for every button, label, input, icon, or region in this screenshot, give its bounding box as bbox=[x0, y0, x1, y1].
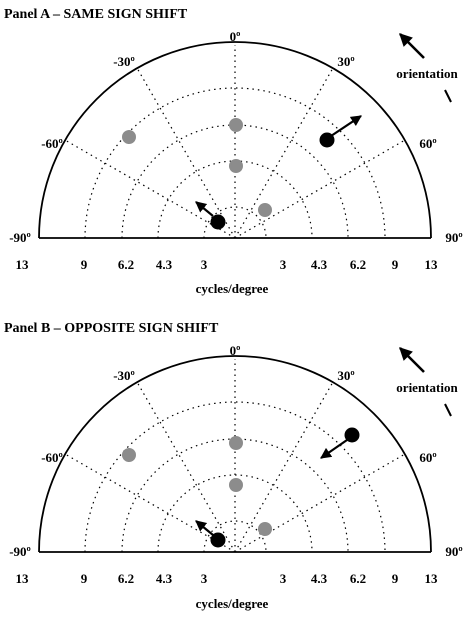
panel-b-sf-tick: 4.3 bbox=[156, 571, 173, 586]
panel-a-outer-arc bbox=[38, 41, 432, 239]
panel-a-xlabel: cycles/degree bbox=[196, 281, 269, 296]
panel-b: Panel B – OPPOSITE SIGN SHIFT 0º -30º 30… bbox=[4, 321, 463, 611]
panel-b-sf-tick: 6.2 bbox=[118, 571, 134, 586]
panel-a-angle-neg60: -60º bbox=[41, 136, 63, 151]
panel-b-sf-tick: 3 bbox=[280, 571, 287, 586]
panel-b-orientation-label: orientation bbox=[396, 380, 458, 395]
panel-b-gray-point bbox=[258, 522, 272, 536]
panel-a-angle-0: 0º bbox=[230, 29, 241, 44]
panel-b-gray-point bbox=[122, 448, 136, 462]
panel-b-sf-tick: 4.3 bbox=[311, 571, 328, 586]
panel-b-angle-0: 0º bbox=[230, 343, 241, 358]
panel-a-sf-tick: 13 bbox=[16, 257, 30, 272]
panel-a-angle-60: 60º bbox=[419, 136, 436, 151]
panel-a-sf-tick: 6.2 bbox=[118, 257, 134, 272]
panel-a-black-point bbox=[319, 132, 335, 148]
panel-b-grid-spokes bbox=[64, 359, 406, 553]
panel-b-gray-point bbox=[229, 478, 243, 492]
panel-a-sf-tick: 3 bbox=[280, 257, 287, 272]
panel-a-sf-tick: 4.3 bbox=[156, 257, 173, 272]
panel-a-sf-tick: 9 bbox=[81, 257, 88, 272]
panel-b-sf-tick: 3 bbox=[201, 571, 208, 586]
panel-a-gray-point bbox=[229, 159, 243, 173]
panel-a-angle-30: 30º bbox=[337, 54, 354, 69]
panel-b-sf-tick: 9 bbox=[392, 571, 399, 586]
panel-b-angle-neg60: -60º bbox=[41, 450, 63, 465]
panel-a-orientation-label: orientation bbox=[396, 66, 458, 81]
panel-b-angle-90: 90º bbox=[445, 544, 462, 559]
panel-b-sf-ticks: 13 9 6.2 4.3 3 3 4.3 6.2 9 13 bbox=[16, 571, 439, 586]
panel-b-black-point bbox=[344, 427, 360, 443]
panel-b-title: Panel B – OPPOSITE SIGN SHIFT bbox=[4, 321, 219, 336]
panel-a-angle-90: 90º bbox=[445, 230, 462, 245]
panel-b-angle-60: 60º bbox=[419, 450, 436, 465]
panel-b-sf-tick: 13 bbox=[425, 571, 439, 586]
panel-a-gray-point bbox=[229, 118, 243, 132]
panel-b-black-point bbox=[210, 532, 226, 548]
panel-b-angle-30: 30º bbox=[337, 368, 354, 383]
panel-a-grid-spokes bbox=[64, 45, 406, 239]
panel-b-orientation-tick bbox=[444, 403, 452, 417]
panel-b-orientation-arrow bbox=[399, 347, 425, 373]
panel-a-shift-arrow bbox=[330, 115, 362, 137]
panel-a-sf-tick: 6.2 bbox=[350, 257, 366, 272]
panel-a-gray-point bbox=[122, 130, 136, 144]
panel-b-sf-tick: 9 bbox=[81, 571, 88, 586]
panel-b-sf-tick: 6.2 bbox=[350, 571, 366, 586]
panel-a-title: Panel A – SAME SIGN SHIFT bbox=[4, 7, 188, 22]
panel-b-sf-tick: 13 bbox=[16, 571, 30, 586]
panel-b-angle-neg30: -30º bbox=[113, 368, 135, 383]
panel-a-sf-tick: 9 bbox=[392, 257, 399, 272]
panel-a-orientation-arrow bbox=[399, 33, 425, 59]
panel-b-outer-arc bbox=[38, 355, 432, 553]
panel-a-angle-neg30: -30º bbox=[113, 54, 135, 69]
panel-a-sf-tick: 3 bbox=[201, 257, 208, 272]
panel-a-sf-tick: 4.3 bbox=[311, 257, 328, 272]
panel-b-shift-arrow bbox=[195, 520, 214, 536]
panel-a-angle-neg90: -90º bbox=[9, 230, 31, 245]
panel-a-sf-tick: 13 bbox=[425, 257, 439, 272]
panel-b-shift-arrow bbox=[320, 439, 348, 459]
panel-a-sf-ticks: 13 9 6.2 4.3 3 3 4.3 6.2 9 13 bbox=[16, 257, 439, 272]
panel-a-gray-point bbox=[258, 203, 272, 217]
panel-b-gray-point bbox=[229, 436, 243, 450]
panel-b-xlabel: cycles/degree bbox=[196, 596, 269, 611]
panel-a: Panel A – SAME SIGN SHIFT 0º -30º 30º -6… bbox=[4, 7, 463, 296]
panel-b-angle-neg90: -90º bbox=[9, 544, 31, 559]
panel-a-black-point bbox=[210, 214, 226, 230]
panel-a-orientation-tick bbox=[444, 89, 452, 103]
panel-a-shift-arrow bbox=[195, 201, 214, 217]
